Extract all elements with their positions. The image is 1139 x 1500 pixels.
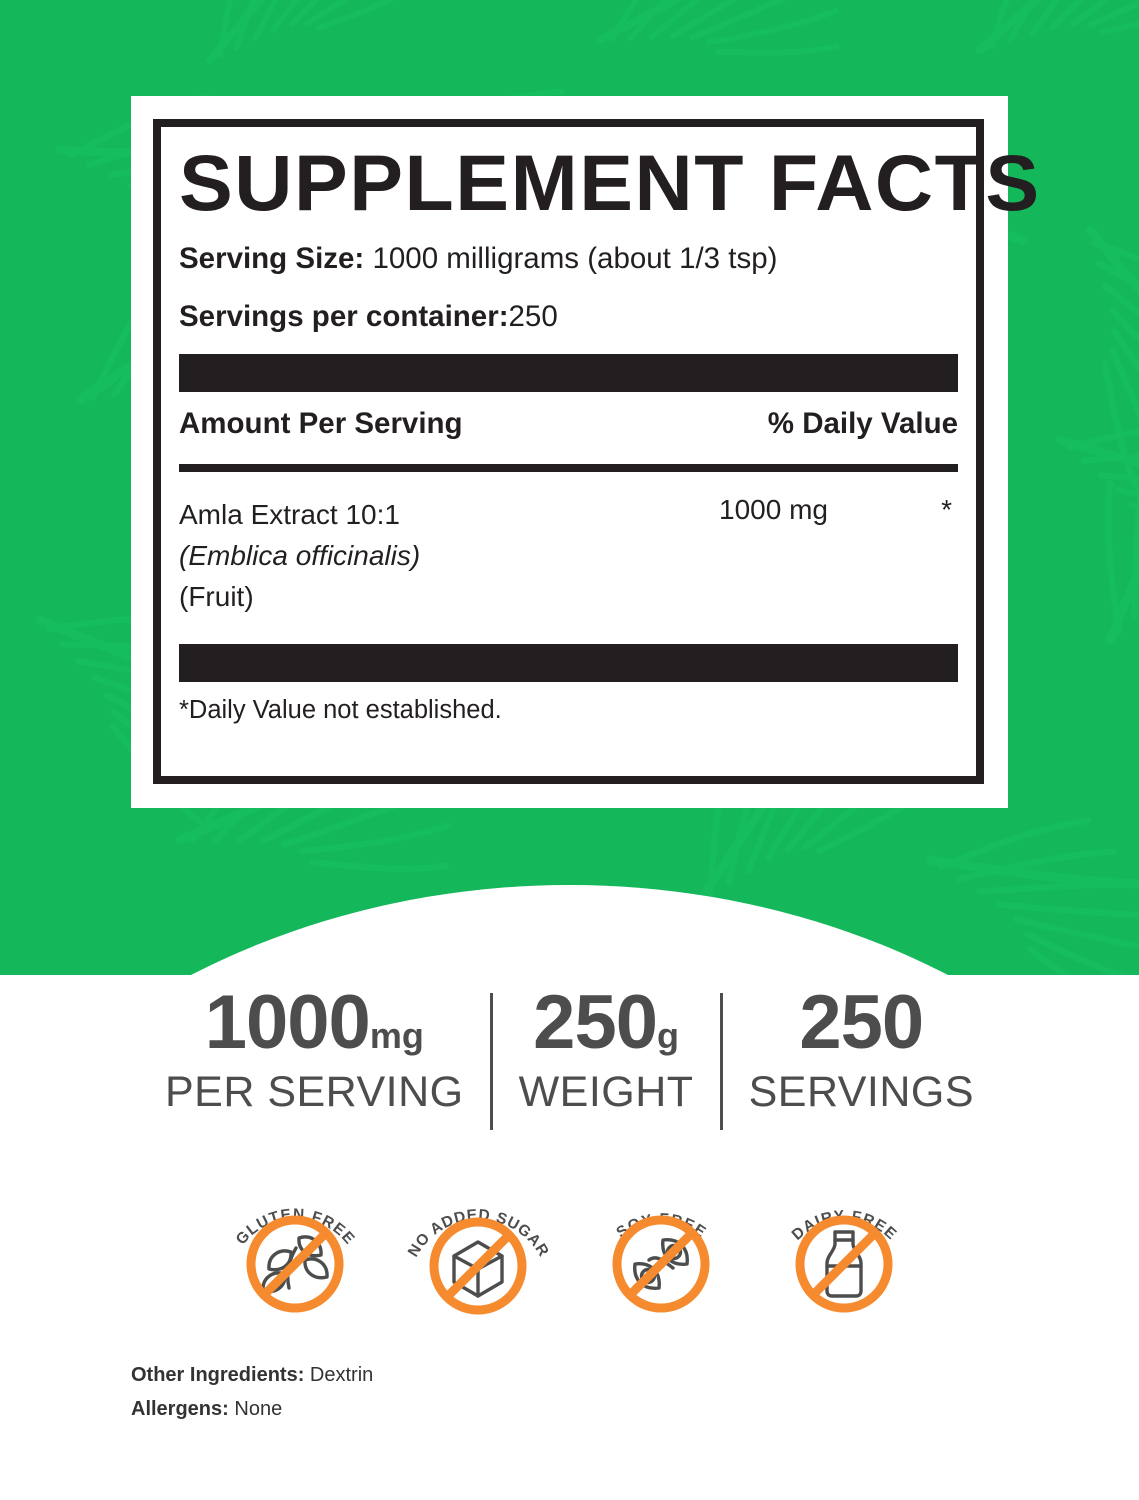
prohibition-slash [443, 1231, 512, 1301]
supplement-facts-border [153, 119, 984, 784]
ingredient-daily-value: * [941, 493, 952, 525]
other-ingredients-value: Dextrin [309, 1364, 374, 1386]
stats-divider-1 [489, 993, 493, 1130]
ingredient-plant-part: (Fruit) [179, 581, 254, 613]
stat-per-serving-number: 1000 [204, 980, 371, 1065]
badge-dairy-free: DAIRY FREE [762, 1172, 927, 1324]
prohibition-circle [612, 1215, 709, 1313]
badge-no-added-sugar: NO ADDED SUGAR [396, 1172, 561, 1324]
stat-weight-label: WEIGHT [518, 1068, 694, 1116]
bottom-text-block: Other Ingredients: Dextrin Allergens: No… [131, 1358, 373, 1427]
serving-size-label: Serving Size: [179, 242, 365, 276]
daily-value-footnote: *Daily Value not established. [179, 695, 502, 724]
servings-per-container-line: Servings per container:250 [179, 299, 958, 336]
servings-per-container-value: 250 [508, 299, 558, 333]
stat-per-serving: 1000mg PER SERVING [139, 985, 490, 1150]
allergens-line: Allergens: None [131, 1392, 373, 1426]
servings-per-container-label: Servings per container: [179, 299, 509, 333]
allergens-value: None [234, 1398, 283, 1421]
prohibition-slash [260, 1229, 329, 1299]
stat-weight-number: 250 [533, 980, 658, 1065]
supplement-facts-content: SUPPLEMENT FACTS Serving Size: 1000 mill… [161, 127, 1041, 776]
ingredient-name: Amla Extract 10:1 [179, 498, 400, 530]
badge-gluten-free-label: GLUTEN FREE [232, 1206, 358, 1248]
certification-badges-row: GLUTEN FREE [0, 1172, 1139, 1324]
prohibition-circle [429, 1217, 526, 1315]
badge-no-added-sugar-label: NO ADDED SUGAR [404, 1207, 551, 1260]
stat-servings: 250 SERVINGS [723, 985, 1000, 1150]
stats-divider-2 [719, 993, 723, 1130]
stat-per-serving-label: PER SERVING [164, 1068, 464, 1116]
daily-value-header: % Daily Value [767, 406, 958, 440]
stat-per-serving-unit: mg [369, 1015, 424, 1056]
prohibition-slash [809, 1229, 878, 1299]
stat-servings-label: SERVINGS [748, 1068, 975, 1116]
amount-per-serving-header: Amount Per Serving [179, 406, 463, 440]
stat-weight-unit: g [656, 1015, 679, 1056]
prohibition-circle [246, 1215, 343, 1313]
prohibition-circle [795, 1215, 892, 1313]
stat-servings-number: 250 [799, 980, 924, 1065]
table-top-rule [179, 353, 958, 392]
allergens-label: Allergens: [131, 1398, 229, 1421]
table-header-rule [179, 463, 958, 472]
stat-servings-value: 250 [799, 985, 924, 1061]
ingredient-name-block: Amla Extract 10:1 (Emblica officinalis) … [179, 494, 958, 617]
stat-weight-value: 250g [533, 985, 679, 1061]
table-row: Amla Extract 10:1 (Emblica officinalis) … [179, 494, 958, 622]
stat-weight: 250g WEIGHT [493, 985, 720, 1150]
serving-size-value: 1000 milligrams (about 1/3 tsp) [372, 242, 778, 276]
ingredient-amount: 1000 mg [719, 493, 828, 525]
other-ingredients-label: Other Ingredients: [131, 1364, 305, 1386]
table-header-row: Amount Per Serving % Daily Value [179, 407, 958, 453]
other-ingredients-line: Other Ingredients: Dextrin [131, 1358, 373, 1392]
stat-per-serving-value: 1000mg [205, 985, 424, 1061]
serving-size-line: Serving Size: 1000 milligrams (about 1/3… [179, 241, 958, 278]
supplement-facts-panel: SUPPLEMENT FACTS Serving Size: 1000 mill… [131, 96, 1041, 808]
prohibition-slash [626, 1229, 695, 1299]
table-bottom-rule [179, 643, 958, 682]
ingredient-scientific-name: (Emblica officinalis) [179, 539, 421, 571]
badge-soy-free: SOY FREE [579, 1172, 744, 1324]
badge-gluten-free: GLUTEN FREE [213, 1172, 378, 1324]
page-title: SUPPLEMENT FACTS [179, 138, 1041, 227]
stats-row: 1000mg PER SERVING 250g WEIGHT 250 SERVI… [0, 985, 1139, 1150]
